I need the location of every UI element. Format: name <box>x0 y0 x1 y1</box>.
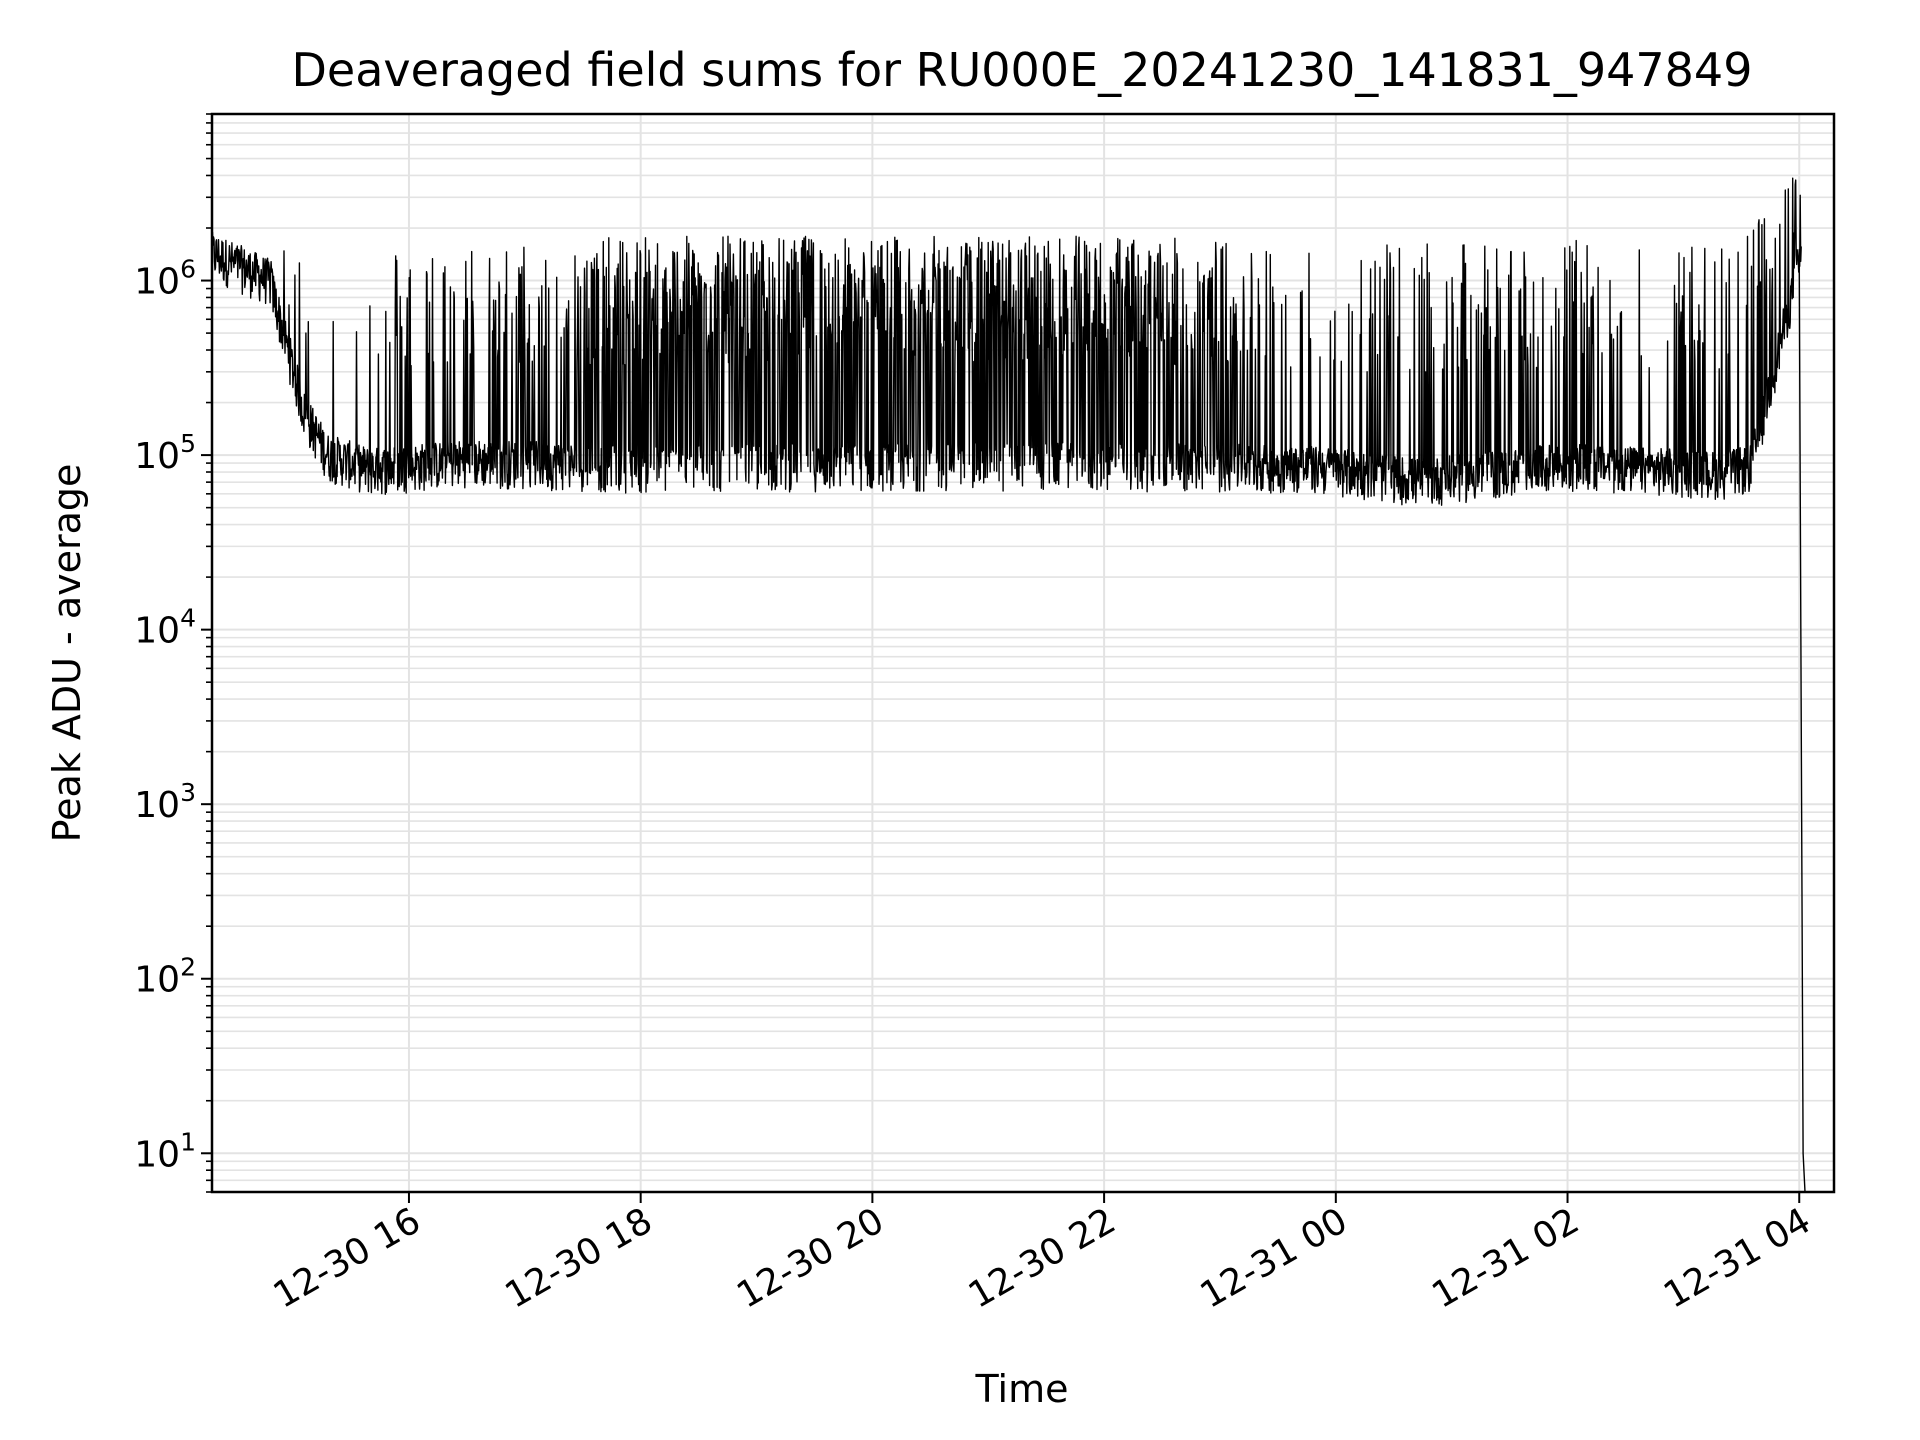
y-tick-label: 104 <box>134 604 196 652</box>
x-tick-label: 12-31 02 <box>1425 1200 1586 1316</box>
plot-frame <box>210 112 1836 1194</box>
x-tick-label: 12-30 18 <box>498 1200 659 1316</box>
x-tick-label: 12-30 16 <box>267 1200 428 1316</box>
y-axis: 101 102 103 104 105 106 <box>134 113 212 1193</box>
y-tick-label: 105 <box>134 429 196 477</box>
y-tick-label: 103 <box>134 778 196 826</box>
y-tick-label: 106 <box>134 255 196 303</box>
series-line <box>211 177 1806 1193</box>
y-tick-label: 101 <box>134 1127 196 1175</box>
x-axis: 12-30 16 12-30 18 12-30 20 12-30 22 12-31 00… <box>267 1192 1818 1317</box>
x-tick-label: 12-30 20 <box>730 1200 891 1316</box>
x-tick-label: 12-30 22 <box>962 1200 1123 1316</box>
grid-lines <box>212 113 1834 1193</box>
chart-title: Deaveraged field sums for RU000E_2024123… <box>292 43 1753 97</box>
y-tick-label: 102 <box>134 953 196 1001</box>
series-layer <box>211 177 1806 1193</box>
x-tick-label: 12-31 00 <box>1194 1200 1355 1316</box>
x-axis-label: Time <box>975 1367 1069 1411</box>
x-tick-label: 12-31 04 <box>1657 1200 1818 1316</box>
y-axis-label: Peak ADU - average <box>45 464 89 843</box>
